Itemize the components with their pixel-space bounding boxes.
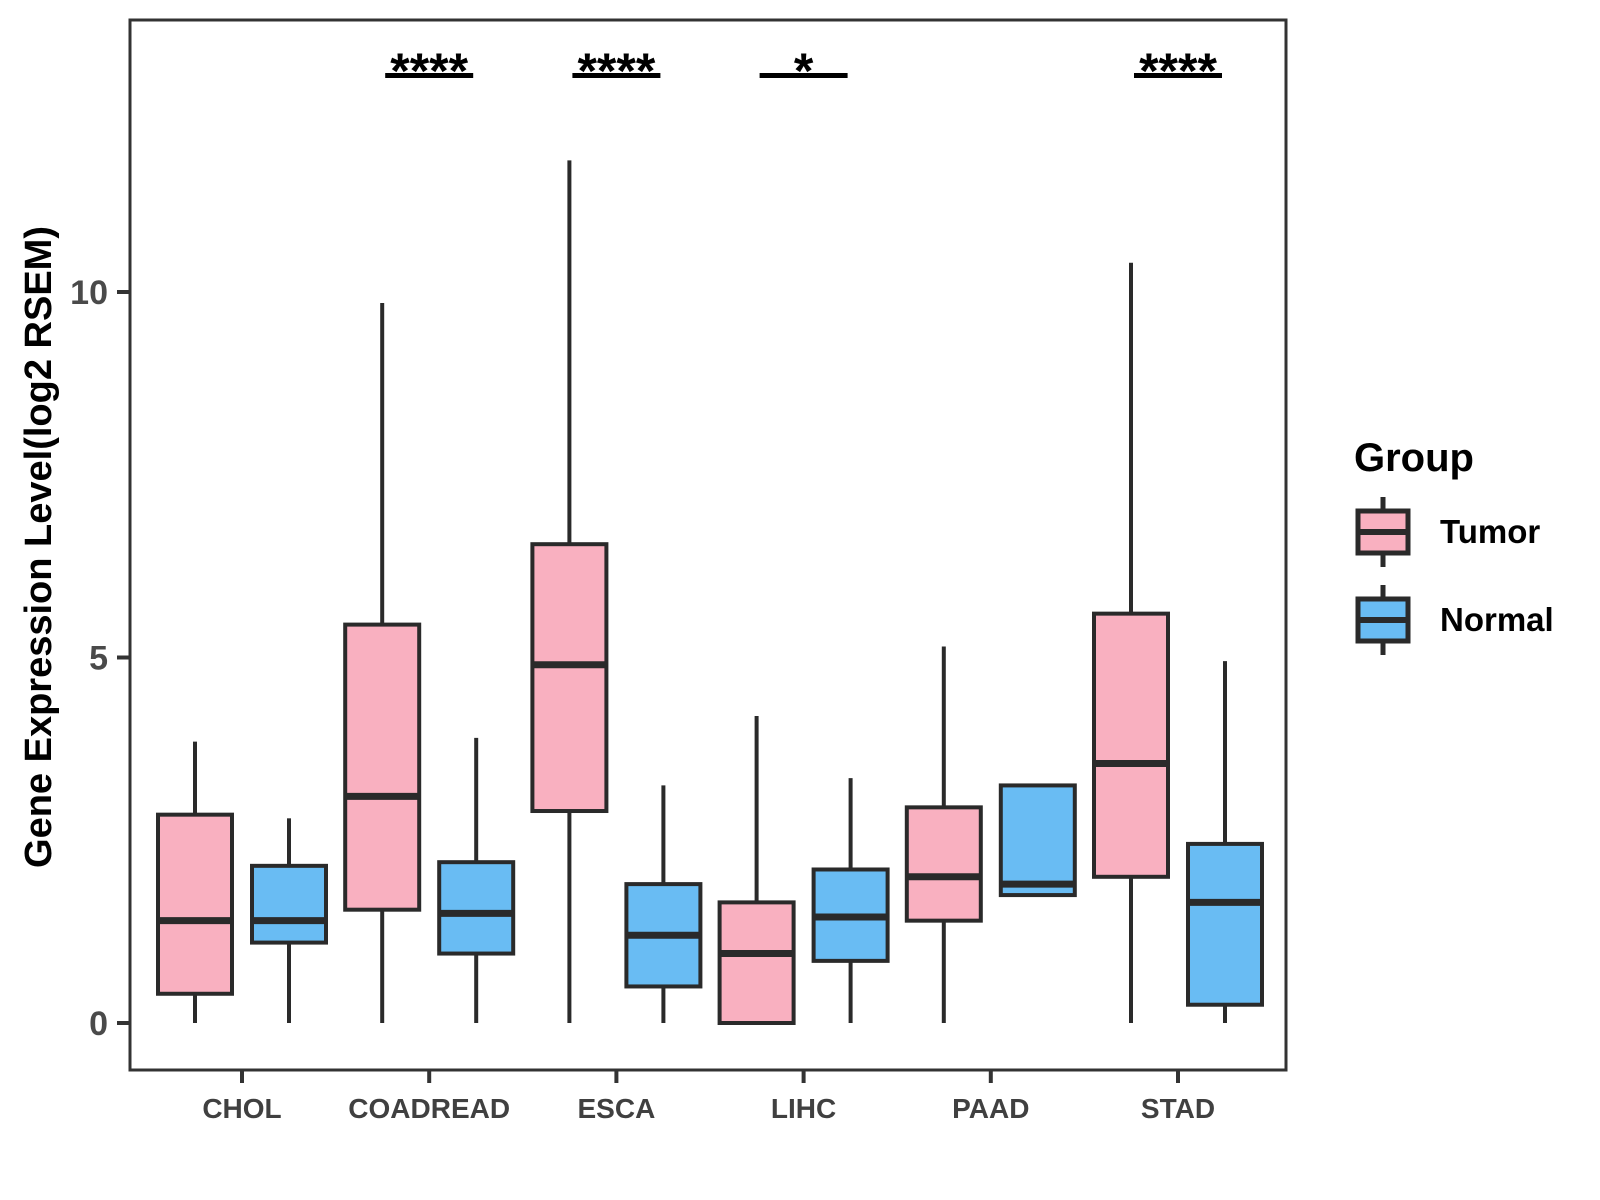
significance-bar-ESCA (572, 73, 661, 78)
box-CHOL-Normal (250, 863, 328, 945)
box-PAAD-Tumor (904, 805, 983, 923)
legend: Group Tumor Normal (1354, 436, 1554, 657)
significance-bar-STAD (1134, 73, 1222, 78)
y-tick-label-10: 10 (70, 274, 108, 312)
panel-border (128, 18, 1288, 1072)
x-category-label-LIHC: LIHC (771, 1093, 836, 1124)
y-tick-label-5: 5 (89, 640, 108, 678)
significance-label-COADREAD: **** (390, 43, 468, 99)
x-category-label-STAD: STAD (1141, 1093, 1215, 1124)
y-tick-label-0: 0 (89, 1005, 108, 1043)
box-CHOL-Tumor (156, 812, 234, 996)
legend-item-tumor: Tumor (1354, 495, 1554, 569)
box-PAAD-Normal (998, 783, 1077, 898)
legend-label-tumor: Tumor (1440, 513, 1541, 550)
significance-bar-LIHC (759, 73, 848, 78)
box-STAD-Tumor (1092, 611, 1170, 879)
significance-label-LIHC: * (794, 43, 814, 99)
box-COADREAD-Tumor (343, 622, 422, 912)
significance-label-STAD: **** (1139, 43, 1217, 99)
box-LIHC-Tumor (717, 900, 796, 1026)
x-category-label-CHOL: CHOL (202, 1093, 281, 1124)
significance-label-ESCA: **** (577, 43, 655, 99)
tumor-boxplot-swatch-icon (1355, 497, 1411, 567)
x-category-label-PAAD: PAAD (952, 1093, 1029, 1124)
box-STAD-Normal (1186, 841, 1264, 1007)
significance-bar-COADREAD (385, 73, 474, 78)
y-axis-title: Gene Expression Level(log2 RSEM) (18, 226, 60, 868)
x-category-label-COADREAD: COADREAD (348, 1093, 510, 1124)
box-COADREAD-Normal (437, 860, 516, 956)
legend-item-normal: Normal (1354, 583, 1554, 657)
box-ESCA-Tumor (530, 542, 609, 814)
legend-title: Group (1354, 436, 1474, 480)
legend-label-normal: Normal (1440, 601, 1554, 638)
x-category-label-ESCA: ESCA (578, 1093, 656, 1124)
normal-boxplot-swatch-icon (1355, 585, 1411, 655)
